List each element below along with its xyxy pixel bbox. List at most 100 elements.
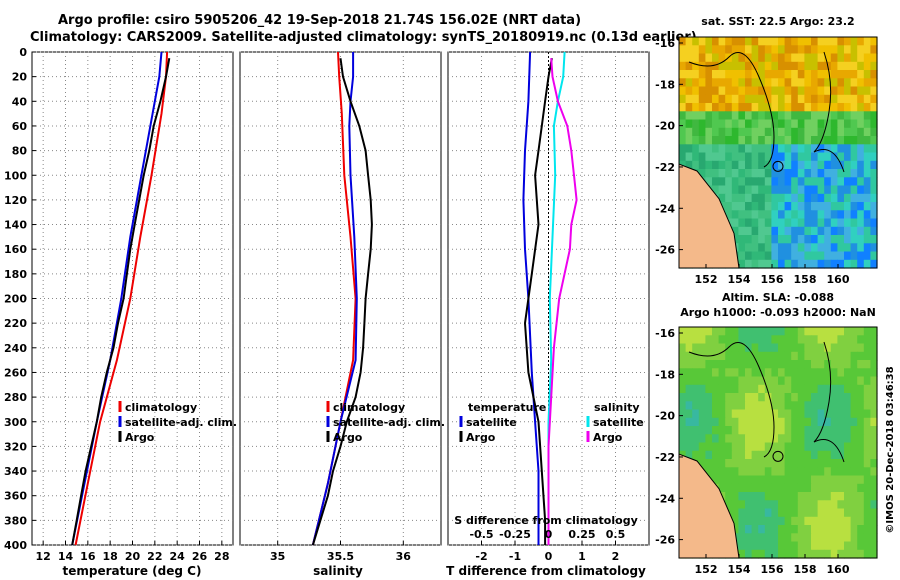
sst_map-cell bbox=[837, 70, 845, 79]
sla_map-cell bbox=[751, 549, 759, 559]
sla_map-cell bbox=[771, 459, 779, 468]
sla_map-cell bbox=[692, 351, 700, 361]
sla_map-cell bbox=[830, 343, 838, 353]
sst_map-cell bbox=[824, 235, 832, 244]
sla_map-cell bbox=[797, 525, 805, 534]
sst_map-cell bbox=[778, 127, 786, 137]
sla_map-cell bbox=[778, 508, 786, 518]
sla_map-cell bbox=[712, 393, 720, 402]
sla_map-cell bbox=[745, 376, 753, 386]
sst_map-cell bbox=[811, 226, 819, 236]
sla_map-cell bbox=[863, 327, 871, 336]
sla_map-cell bbox=[764, 533, 772, 543]
sla_map-cell bbox=[685, 442, 693, 452]
sla_map-cell bbox=[804, 351, 812, 361]
sla_map-cell bbox=[778, 459, 786, 468]
sla_map-cell bbox=[844, 335, 852, 345]
sla_map-cell bbox=[870, 549, 878, 559]
sla_map-cell bbox=[791, 442, 799, 452]
sla_map-cell bbox=[850, 533, 858, 543]
sst_map-cell bbox=[797, 86, 805, 96]
sst_map-cell bbox=[797, 169, 805, 178]
sla_map-cell bbox=[778, 401, 786, 411]
sst_map-cell bbox=[791, 193, 799, 203]
sst_map-cell bbox=[870, 61, 878, 71]
sst_map-cell bbox=[811, 235, 819, 244]
sla_map-cell bbox=[824, 368, 832, 378]
sst_map-cell bbox=[830, 202, 838, 211]
sla_map-cell bbox=[738, 335, 746, 345]
sst_map-cell bbox=[857, 103, 865, 112]
sst_map-cell bbox=[771, 218, 779, 228]
sla_map-cell bbox=[857, 343, 865, 353]
sla_map-cell bbox=[771, 525, 779, 534]
sla_map-cell bbox=[784, 483, 792, 493]
sst_map-cell bbox=[837, 86, 845, 96]
sla_map-cell bbox=[857, 426, 865, 435]
sst_map-cell bbox=[771, 53, 779, 63]
sla_map-cell bbox=[804, 409, 812, 419]
sst_map-cell bbox=[764, 185, 772, 195]
sla_map-cell bbox=[811, 401, 819, 411]
sla_map-cell bbox=[758, 360, 766, 369]
sst_map-cell bbox=[731, 94, 739, 104]
sla_map-cell bbox=[745, 450, 753, 460]
sst_map-cell bbox=[863, 177, 871, 187]
sla_map-cell bbox=[817, 475, 825, 485]
sla_map-cell bbox=[797, 409, 805, 419]
sst_map-cell bbox=[857, 111, 865, 121]
sst_map-cell bbox=[791, 218, 799, 228]
sla_map-cell bbox=[758, 384, 766, 394]
sla_map-cell bbox=[784, 351, 792, 361]
sst_map-cell bbox=[791, 160, 799, 170]
sla_map-cell bbox=[758, 492, 766, 501]
sst_map-cell bbox=[705, 144, 713, 154]
sla_map-cell bbox=[863, 409, 871, 419]
sst_map-cell bbox=[830, 144, 838, 154]
diff-xtick2-label: -0.25 bbox=[499, 528, 531, 541]
sla_map-cell bbox=[725, 376, 733, 386]
sst_map-cell bbox=[764, 94, 772, 104]
sst_map-cell bbox=[751, 94, 759, 104]
sla_map-cell bbox=[817, 384, 825, 394]
sst_map-cell bbox=[758, 226, 766, 236]
sla_map-cell bbox=[870, 492, 878, 501]
sst_map-cell bbox=[837, 193, 845, 203]
sla_map-cell bbox=[725, 327, 733, 336]
sst_map-cell bbox=[751, 193, 759, 203]
sst_map-cell bbox=[725, 45, 733, 55]
sla_map-cell bbox=[844, 500, 852, 510]
sst_map-cell bbox=[797, 111, 805, 121]
sla_map-cell bbox=[857, 459, 865, 468]
sla_map-cell bbox=[817, 368, 825, 378]
sst_map-cell bbox=[778, 160, 786, 170]
sst_map-cell bbox=[863, 259, 871, 269]
sst_map-cell bbox=[692, 70, 700, 79]
sla_map-cell bbox=[870, 442, 878, 452]
sla_map-cell bbox=[797, 450, 805, 460]
sst_map-cell bbox=[844, 226, 852, 236]
sal-legend-satellite-label: satellite-adj. clim. bbox=[333, 416, 445, 429]
sla_map-cell bbox=[850, 508, 858, 518]
sst_map-cell bbox=[791, 202, 799, 211]
sst_map-cell bbox=[758, 169, 766, 178]
sla_map-cell bbox=[837, 541, 845, 551]
sst_map-cell bbox=[705, 103, 713, 112]
sla_map-cell bbox=[784, 417, 792, 427]
sst_map-cell bbox=[837, 37, 845, 46]
sla_map-cell bbox=[718, 442, 726, 452]
sst_map-cell bbox=[850, 218, 858, 228]
sst_map-cell bbox=[685, 136, 693, 145]
sst_map-cell bbox=[804, 136, 812, 145]
sst_map-cell bbox=[870, 37, 878, 46]
sst_map-cell bbox=[712, 177, 720, 187]
sst_map-cell bbox=[731, 210, 739, 220]
sst_map-cell bbox=[850, 243, 858, 253]
sst_map-cell bbox=[764, 251, 772, 261]
sla_map-cell bbox=[850, 393, 858, 402]
depth-tick-label: 20 bbox=[12, 71, 28, 84]
sla_map-cell bbox=[751, 368, 759, 378]
sst_map-cell bbox=[764, 160, 772, 170]
sla_map-cell bbox=[778, 360, 786, 369]
sla_map-cell bbox=[857, 508, 865, 518]
